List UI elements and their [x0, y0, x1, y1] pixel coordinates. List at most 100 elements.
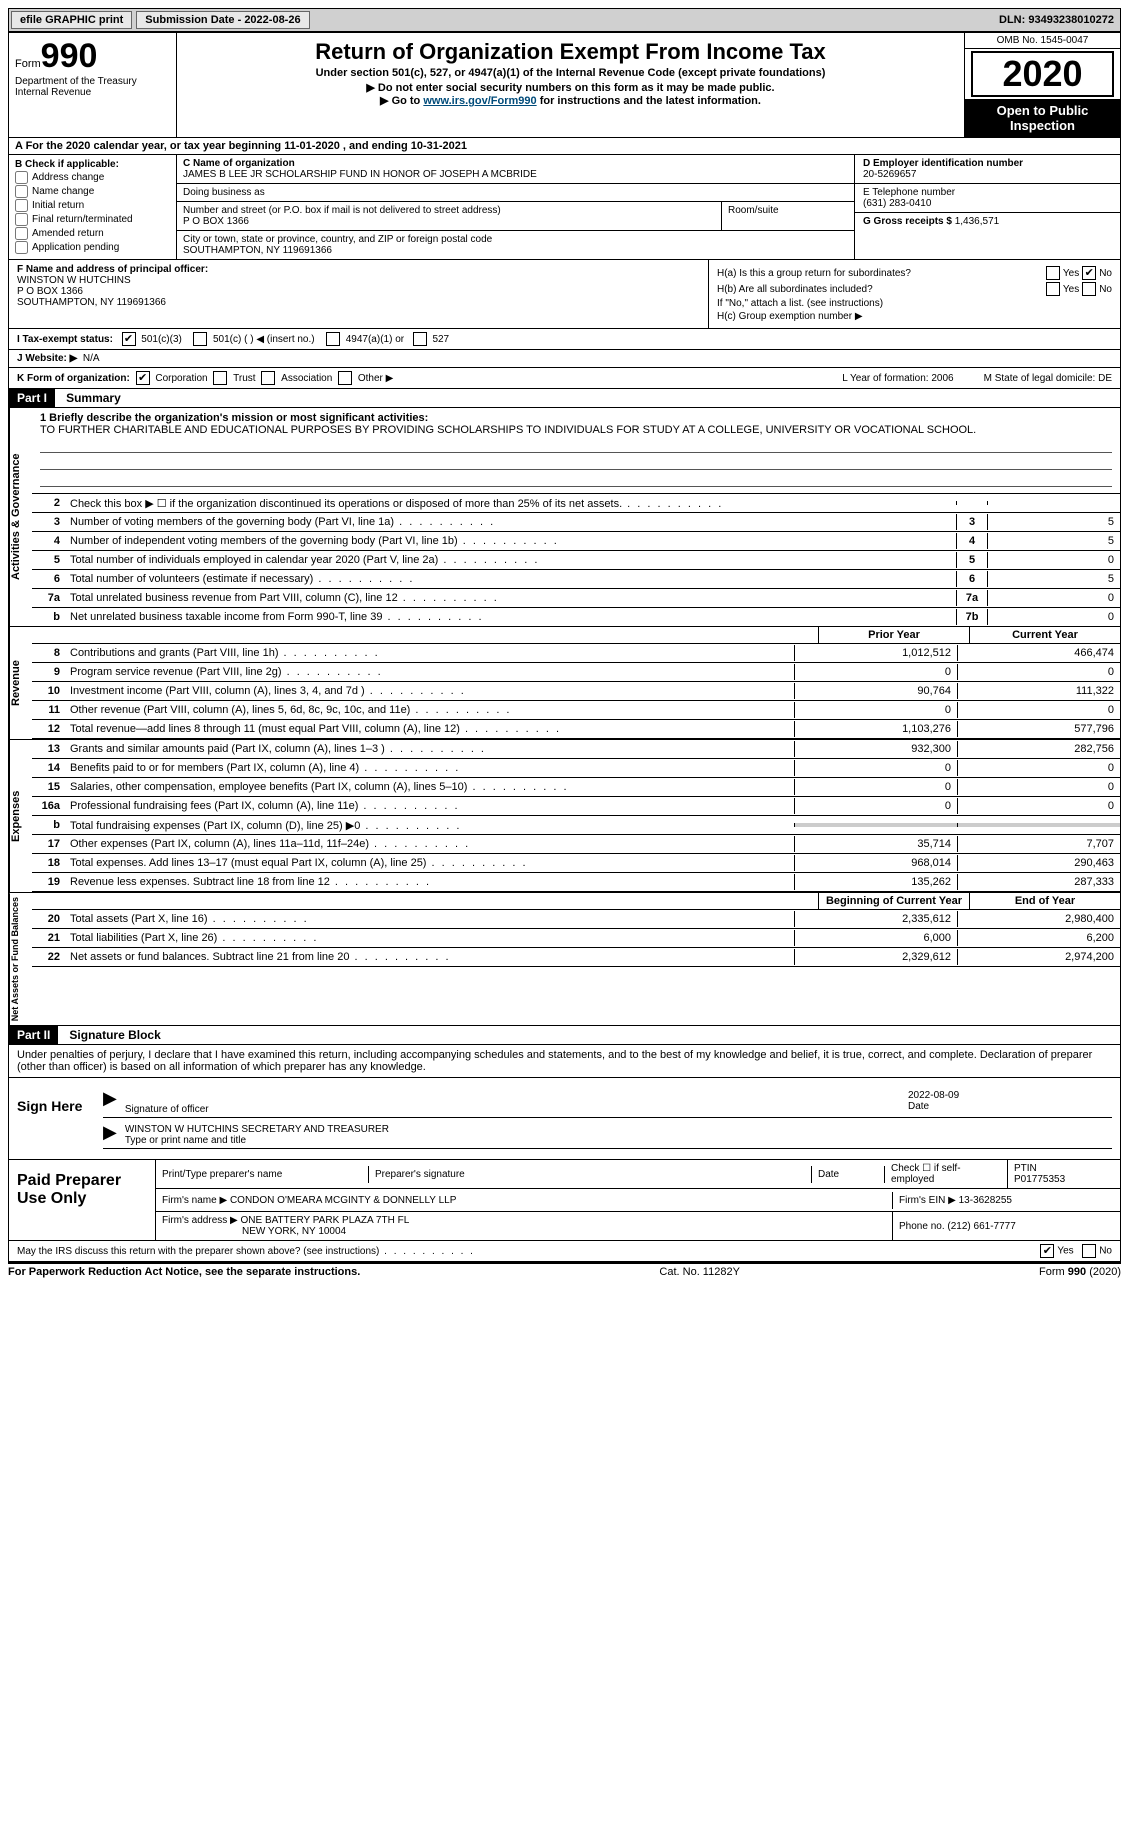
cb-trust[interactable] [213, 371, 227, 385]
col-end: End of Year [969, 893, 1120, 909]
line-text: Investment income (Part VIII, column (A)… [66, 683, 794, 699]
paid-preparer-label: Paid Preparer Use Only [9, 1160, 156, 1240]
form-number: 990 [41, 37, 98, 75]
irs-link[interactable]: www.irs.gov/Form990 [423, 95, 536, 107]
prep-date-label: Date [812, 1166, 885, 1183]
table-row: 19 Revenue less expenses. Subtract line … [32, 873, 1120, 892]
line-text: Total revenue—add lines 8 through 11 (mu… [66, 721, 794, 737]
firm-ein-label: Firm's EIN ▶ [899, 1195, 956, 1206]
hc-label: H(c) Group exemption number ▶ [717, 311, 863, 322]
sig-date-value: 2022-08-09 [908, 1090, 1108, 1101]
sig-date-label: Date [908, 1101, 1108, 1112]
firm-name-label: Firm's name ▶ [162, 1195, 227, 1206]
cb-app-pending[interactable] [15, 241, 28, 254]
prior-value: 2,329,612 [794, 949, 957, 965]
ha-label: H(a) Is this a group return for subordin… [717, 268, 1043, 279]
line-text: Contributions and grants (Part VIII, lin… [66, 645, 794, 661]
prior-value: 0 [794, 702, 957, 718]
current-value: 290,463 [957, 855, 1120, 871]
cb-assoc[interactable] [261, 371, 275, 385]
firm-addr-label: Firm's address ▶ [162, 1215, 238, 1226]
addr-label: Number and street (or P.O. box if mail i… [183, 205, 715, 216]
opt-527: 527 [432, 334, 449, 345]
firm-name: CONDON O'MEARA MCGINTY & DONNELLY LLP [230, 1195, 456, 1206]
ha-yes-checkbox[interactable] [1046, 266, 1060, 280]
discuss-no-checkbox[interactable] [1082, 1244, 1096, 1258]
line-text: Total number of individuals employed in … [66, 552, 956, 568]
line-num: 15 [32, 781, 66, 793]
sig-officer-label: Signature of officer [125, 1104, 900, 1115]
form-footer: Form 990 (2020) [1039, 1266, 1121, 1278]
cb-527[interactable] [413, 332, 427, 346]
line-num: 4 [32, 535, 66, 547]
current-value: 6,200 [957, 930, 1120, 946]
col-spacer [32, 627, 818, 643]
tab-expenses: Expenses [9, 740, 32, 892]
cb-other[interactable] [338, 371, 352, 385]
line-num: 9 [32, 666, 66, 678]
paperwork-notice: For Paperwork Reduction Act Notice, see … [8, 1266, 360, 1278]
opt-trust: Trust [233, 373, 255, 384]
line-text: Net unrelated business taxable income fr… [66, 609, 956, 625]
website-value: N/A [83, 353, 100, 364]
prior-value: 6,000 [794, 930, 957, 946]
table-row: 20 Total assets (Part X, line 16) 2,335,… [32, 910, 1120, 929]
line-text: Total assets (Part X, line 16) [66, 911, 794, 927]
officer-name-title: WINSTON W HUTCHINS SECRETARY AND TREASUR… [125, 1124, 1108, 1135]
officer-addr2: SOUTHAMPTON, NY 119691366 [17, 297, 700, 308]
cb-corp[interactable] [136, 371, 150, 385]
line-num: 11 [32, 704, 66, 716]
cb-name-change[interactable] [15, 185, 28, 198]
section-b: B Check if applicable: Address change Na… [9, 155, 177, 259]
line-text: Benefits paid to or for members (Part IX… [66, 760, 794, 776]
hb-no-checkbox[interactable] [1082, 282, 1096, 296]
hb-note: If "No," attach a list. (see instruction… [717, 298, 1112, 309]
lbl-final-return: Final return/terminated [32, 214, 133, 225]
prior-value: 2,335,612 [794, 911, 957, 927]
cb-501c[interactable] [193, 332, 207, 346]
tax-year: 2020 [971, 51, 1114, 97]
prior-value: 1,012,512 [794, 645, 957, 661]
phone-label: Phone no. [899, 1221, 945, 1232]
efile-print-button[interactable]: efile GRAPHIC print [11, 11, 132, 29]
line-num: 16a [32, 800, 66, 812]
prior-value: 90,764 [794, 683, 957, 699]
officer-addr1: P O BOX 1366 [17, 286, 700, 297]
col-spacer [32, 893, 818, 909]
b-title: B Check if applicable: [15, 159, 170, 170]
omb-number: OMB No. 1545-0047 [965, 33, 1120, 49]
dba-label: Doing business as [183, 187, 848, 198]
ein-value: 20-5269657 [863, 169, 1112, 180]
line-text: Number of voting members of the governin… [66, 514, 956, 530]
line-num: 20 [32, 913, 66, 925]
discuss-yes: Yes [1057, 1246, 1073, 1257]
cb-amended[interactable] [15, 227, 28, 240]
discuss-text: May the IRS discuss this return with the… [17, 1246, 475, 1257]
ha-no-checkbox[interactable] [1082, 266, 1096, 280]
line-box: 4 [956, 533, 987, 549]
cb-4947[interactable] [326, 332, 340, 346]
lbl-app-pending: Application pending [32, 242, 119, 253]
cb-final-return[interactable] [15, 213, 28, 226]
cb-initial-return[interactable] [15, 199, 28, 212]
col-prior: Prior Year [818, 627, 969, 643]
opt-assoc: Association [281, 373, 332, 384]
table-row: 2 Check this box ▶ ☐ if the organization… [32, 494, 1120, 513]
table-row: 18 Total expenses. Add lines 13–17 (must… [32, 854, 1120, 873]
current-value: 0 [957, 702, 1120, 718]
dln-label: DLN: 93493238010272 [993, 14, 1120, 26]
ha-yes: Yes [1063, 268, 1079, 279]
line-value: 5 [987, 514, 1120, 530]
lbl-initial-return: Initial return [32, 200, 84, 211]
line-num: 6 [32, 573, 66, 585]
part1-header: Part I [9, 389, 55, 407]
submission-date-button[interactable]: Submission Date - 2022-08-26 [136, 11, 309, 29]
g-label: G Gross receipts $ [863, 216, 952, 227]
firm-ein: 13-3628255 [959, 1195, 1012, 1206]
cb-address-change[interactable] [15, 171, 28, 184]
k-label: K Form of organization: [17, 373, 130, 384]
hb-yes-checkbox[interactable] [1046, 282, 1060, 296]
discuss-yes-checkbox[interactable] [1040, 1244, 1054, 1258]
cb-501c3[interactable] [122, 332, 136, 346]
irs-label: Internal Revenue [15, 87, 170, 98]
